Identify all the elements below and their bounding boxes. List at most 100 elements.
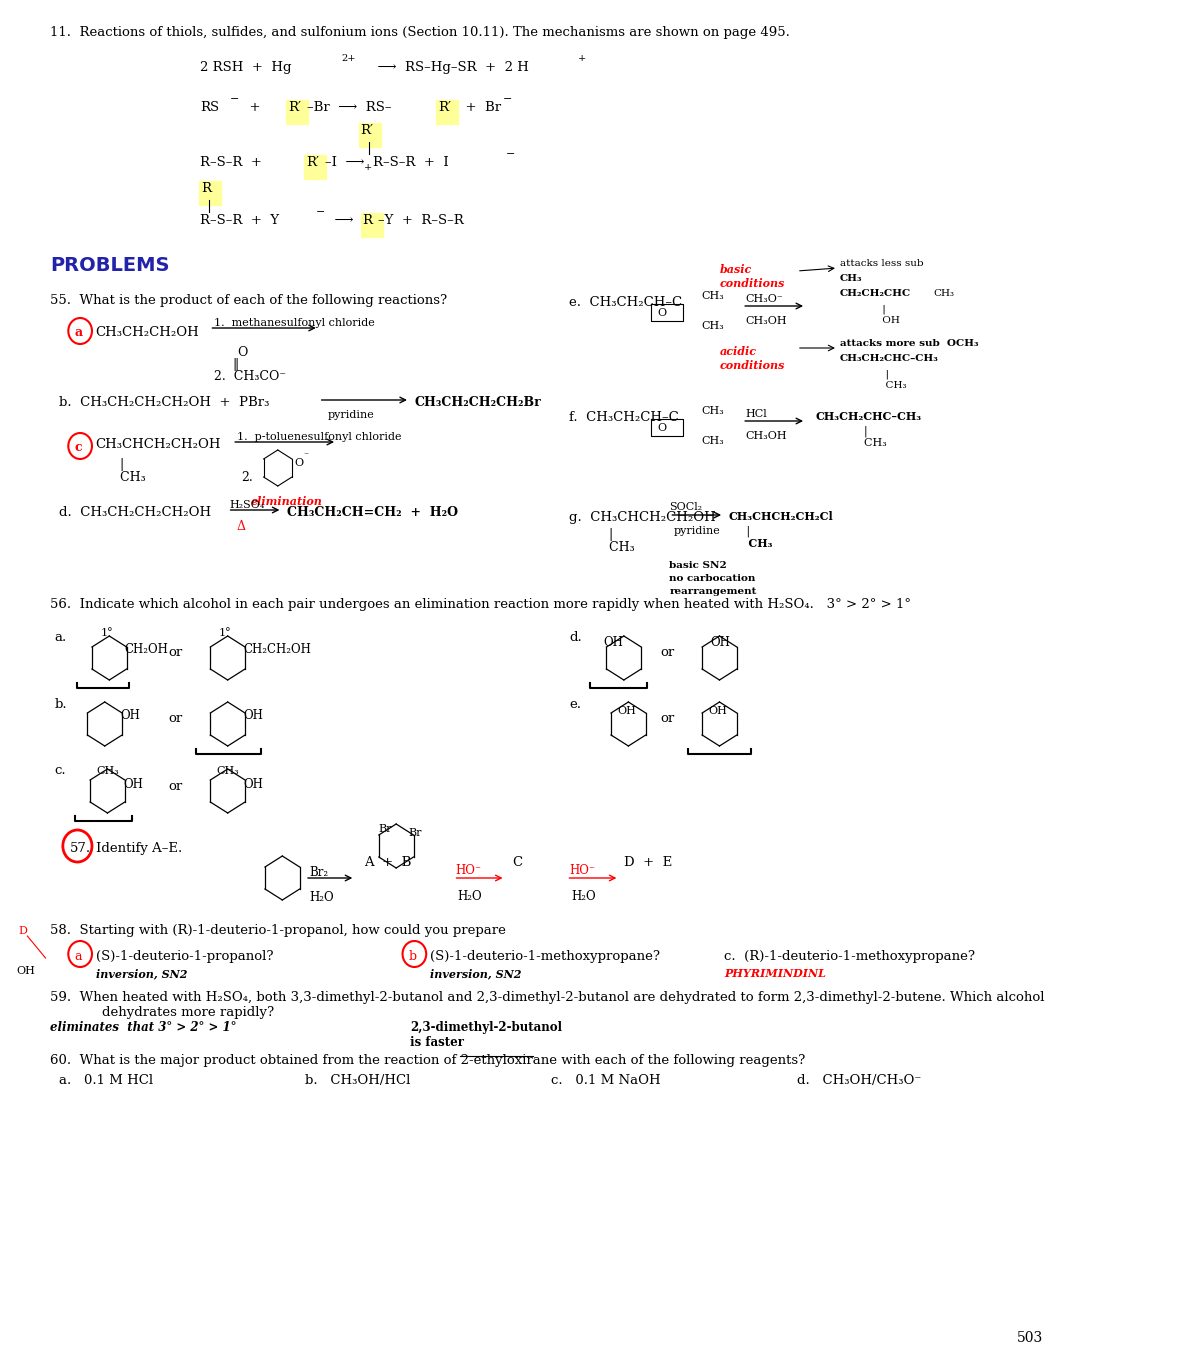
- Text: ⟶: ⟶: [326, 214, 362, 226]
- Text: CH₃: CH₃: [569, 541, 635, 555]
- Text: f.  CH₃CH₂CH–C: f. CH₃CH₂CH–C: [569, 411, 679, 424]
- Text: d.   CH₃OH/CH₃O⁻: d. CH₃OH/CH₃O⁻: [797, 1074, 922, 1088]
- Text: or: or: [168, 645, 182, 659]
- Text: a: a: [74, 951, 82, 963]
- Text: O: O: [294, 458, 304, 468]
- Text: a: a: [74, 325, 83, 339]
- Text: –Br  ⟶  RS–: –Br ⟶ RS–: [307, 100, 391, 114]
- Text: (S)-1-deuterio-1-propanol?: (S)-1-deuterio-1-propanol?: [96, 951, 274, 963]
- Text: –Y  +  R–S–R: –Y + R–S–R: [378, 214, 463, 226]
- Text: RS: RS: [200, 100, 220, 114]
- Text: 1°: 1°: [100, 628, 113, 639]
- Text: attacks more sub  OCH₃: attacks more sub OCH₃: [840, 339, 978, 348]
- Text: HO⁻: HO⁻: [455, 864, 481, 877]
- Text: 1.  p-toluenesulfonyl chloride: 1. p-toluenesulfonyl chloride: [236, 433, 401, 442]
- Text: 55.  What is the product of each of the following reactions?: 55. What is the product of each of the f…: [50, 294, 448, 306]
- Text: OH: OH: [618, 706, 636, 716]
- Text: elimination: elimination: [251, 496, 323, 507]
- Text: R′: R′: [288, 100, 301, 114]
- Text: CH₃: CH₃: [96, 766, 119, 776]
- Text: conditions: conditions: [720, 278, 785, 289]
- Text: CH₂CH₂CHC: CH₂CH₂CHC: [840, 289, 911, 298]
- Text: CH₃CH₂CH=CH₂  +  H₂O: CH₃CH₂CH=CH₂ + H₂O: [287, 506, 458, 519]
- Text: or: or: [660, 645, 674, 659]
- Text: R′: R′: [438, 100, 451, 114]
- Text: basic: basic: [720, 264, 751, 275]
- Text: PHYRIMINDINL: PHYRIMINDINL: [724, 968, 826, 979]
- Text: R: R: [362, 214, 372, 226]
- Text: D  +  E: D + E: [624, 856, 672, 869]
- Text: 60.  What is the major product obtained from the reaction of 2-ethyloxirane with: 60. What is the major product obtained f…: [50, 1054, 805, 1067]
- Text: Identify A–E.: Identify A–E.: [96, 842, 182, 856]
- Text: OH: OH: [244, 778, 263, 791]
- Text: –I  ⟶  R–S–R  +  I: –I ⟶ R–S–R + I: [325, 156, 449, 170]
- Text: +  Br: + Br: [457, 100, 502, 114]
- Text: |: |: [96, 458, 124, 471]
- Text: 2+: 2+: [342, 54, 356, 62]
- Text: R–S–R  +: R–S–R +: [200, 156, 271, 170]
- Text: b.  CH₃CH₂CH₂CH₂OH  +  PBr₃: b. CH₃CH₂CH₂CH₂OH + PBr₃: [59, 396, 270, 410]
- Text: e.: e.: [569, 698, 581, 711]
- FancyBboxPatch shape: [437, 100, 458, 123]
- Text: d.  CH₃CH₂CH₂CH₂OH: d. CH₃CH₂CH₂CH₂OH: [59, 506, 211, 519]
- Text: PROBLEMS: PROBLEMS: [50, 256, 169, 275]
- Text: 59.  When heated with H₂SO₄, both 3,3-dimethyl-2-butanol and 2,3-dimethyl-2-buta: 59. When heated with H₂SO₄, both 3,3-dim…: [50, 991, 1044, 1003]
- Text: OH: OH: [708, 706, 727, 716]
- Text: CH₃CHCH₂CH₂Cl: CH₃CHCH₂CH₂Cl: [728, 511, 833, 522]
- Text: (S)-1-deuterio-1-methoxypropane?: (S)-1-deuterio-1-methoxypropane?: [430, 951, 660, 963]
- Text: 11.  Reactions of thiols, sulfides, and sulfonium ions (Section 10.11). The mech: 11. Reactions of thiols, sulfides, and s…: [50, 26, 790, 39]
- Text: OH: OH: [604, 636, 624, 650]
- Text: CH₃O⁻: CH₃O⁻: [745, 294, 782, 304]
- Text: SOCl₂: SOCl₂: [670, 502, 702, 513]
- Text: OH: OH: [120, 709, 140, 721]
- Text: attacks less sub: attacks less sub: [840, 259, 923, 268]
- Text: Br₂: Br₂: [310, 866, 329, 879]
- Text: |: |: [815, 426, 868, 438]
- Text: R–S–R  +  Y: R–S–R + Y: [200, 214, 280, 226]
- Text: eliminates  that 3° > 2° > 1°: eliminates that 3° > 2° > 1°: [50, 1021, 236, 1035]
- Text: CH₃: CH₃: [701, 437, 724, 446]
- Text: CH₃: CH₃: [840, 274, 862, 283]
- Text: 56.  Indicate which alcohol in each pair undergoes an elimination reaction more : 56. Indicate which alcohol in each pair …: [50, 598, 911, 612]
- Text: c.  (R)-1-deuterio-1-methoxypropane?: c. (R)-1-deuterio-1-methoxypropane?: [724, 951, 976, 963]
- Text: 1.  methanesulfonyl chloride: 1. methanesulfonyl chloride: [214, 319, 374, 328]
- Text: −: −: [505, 149, 515, 159]
- Text: inversion, SN2: inversion, SN2: [96, 968, 187, 979]
- Text: 503: 503: [1016, 1332, 1043, 1345]
- Text: CH₃: CH₃: [217, 766, 240, 776]
- Text: CH₃: CH₃: [701, 321, 724, 331]
- Text: CH₃CHCH₂CH₂OH: CH₃CHCH₂CH₂OH: [96, 438, 221, 452]
- Text: −: −: [229, 94, 239, 104]
- Text: is faster: is faster: [410, 1036, 464, 1050]
- Text: or: or: [660, 712, 674, 725]
- Text: 2.  CH₃CO⁻: 2. CH₃CO⁻: [214, 370, 286, 382]
- Text: CH₃: CH₃: [728, 538, 772, 549]
- Text: a.   0.1 M HCl: a. 0.1 M HCl: [59, 1074, 154, 1088]
- Text: CH₃OH: CH₃OH: [745, 431, 787, 441]
- Text: basic SN2: basic SN2: [670, 561, 727, 570]
- Text: +: +: [241, 100, 269, 114]
- Text: acidic: acidic: [720, 346, 756, 357]
- Text: Br: Br: [408, 829, 421, 838]
- FancyBboxPatch shape: [286, 100, 308, 123]
- Text: H₂SO₄: H₂SO₄: [229, 500, 265, 510]
- Text: 2.: 2.: [241, 471, 253, 484]
- Text: pyridine: pyridine: [328, 410, 374, 420]
- Text: O: O: [658, 308, 667, 319]
- Text: |: |: [728, 526, 750, 537]
- Text: A  +  B: A + B: [365, 856, 412, 869]
- Text: 58.  Starting with (R)-1-deuterio-1-propanol, how could you prepare: 58. Starting with (R)-1-deuterio-1-propa…: [50, 923, 506, 937]
- Text: conditions: conditions: [720, 359, 785, 372]
- Text: −: −: [316, 207, 325, 217]
- Text: Br: Br: [378, 824, 391, 834]
- Text: 2,3-dimethyl-2-butanol: 2,3-dimethyl-2-butanol: [410, 1021, 562, 1035]
- Text: +: +: [578, 54, 587, 62]
- Text: dehydrates more rapidly?: dehydrates more rapidly?: [68, 1006, 275, 1018]
- Text: HO⁻: HO⁻: [569, 864, 595, 877]
- Text: Δ: Δ: [236, 519, 246, 533]
- Text: CH₃: CH₃: [96, 471, 145, 484]
- Text: b.   CH₃OH/HCl: b. CH₃OH/HCl: [305, 1074, 410, 1088]
- Text: no carbocation: no carbocation: [670, 574, 756, 583]
- Text: CH₂CH₂OH: CH₂CH₂OH: [244, 643, 311, 656]
- Text: rearrangement: rearrangement: [670, 587, 757, 597]
